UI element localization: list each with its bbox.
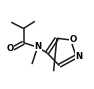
Text: N: N	[75, 52, 82, 61]
Text: N: N	[34, 42, 42, 51]
Text: O: O	[69, 35, 77, 44]
Text: O: O	[6, 44, 14, 53]
